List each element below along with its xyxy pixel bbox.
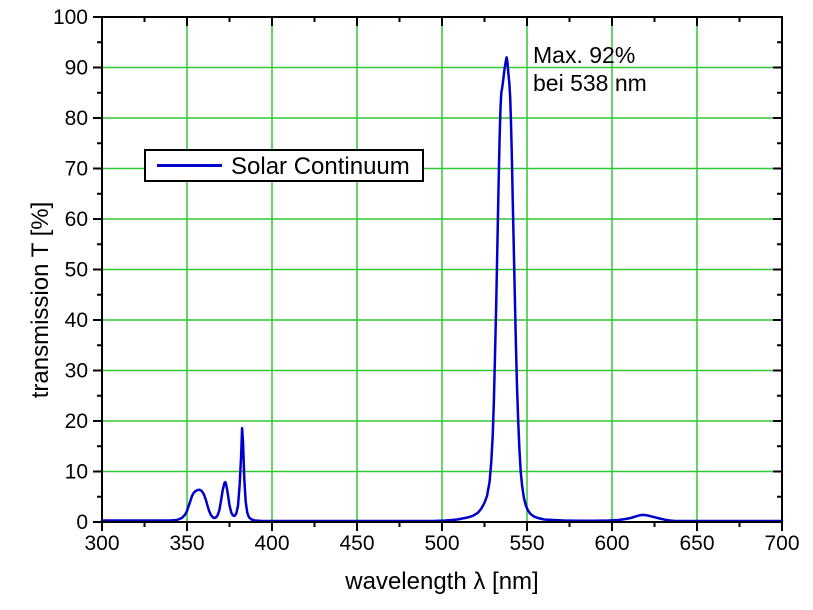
tick-labels: 300 350 400 450 500 550 600 650 700 0 10 20 30 40 50 60…: [53, 6, 800, 555]
y-tick-label: 50: [65, 259, 88, 282]
x-tick-label: 550: [509, 532, 544, 555]
y-tick-label: 100: [53, 6, 88, 29]
annotation-line-1: Max. 92%: [533, 42, 635, 68]
data-curve-layer: [100, 56, 784, 523]
legend: Solar Continuum: [144, 149, 424, 182]
y-tick-label: 70: [65, 158, 88, 181]
x-tick-label: 650: [679, 532, 714, 555]
y-tick-label: 80: [65, 107, 88, 130]
y-tick-label: 30: [65, 360, 88, 383]
y-tick-label: 0: [76, 511, 88, 534]
series-solar-continuum: [100, 56, 784, 523]
annotation-line-2: bei 538 nm: [533, 70, 647, 96]
axis-ticks: [93, 16, 783, 531]
x-tick-label: 300: [84, 532, 119, 555]
x-tick-label: 600: [594, 532, 629, 555]
x-axis-title: wavelength λ [nm]: [344, 568, 538, 595]
y-tick-label: 40: [65, 309, 88, 332]
y-axis-title: transmission T [%]: [27, 202, 54, 399]
x-tick-label: 350: [169, 532, 204, 555]
legend-label: Solar Continuum: [231, 153, 410, 180]
max-annotation: Max. 92% bei 538 nm: [533, 42, 647, 96]
y-tick-label: 20: [65, 410, 88, 433]
y-tick-label: 10: [65, 461, 88, 484]
x-tick-label: 700: [764, 532, 799, 555]
y-tick-label: 90: [65, 57, 88, 80]
x-tick-label: 400: [254, 532, 289, 555]
grid-lines: [102, 17, 782, 522]
x-tick-label: 500: [424, 532, 459, 555]
x-tick-label: 450: [339, 532, 374, 555]
y-tick-label: 60: [65, 208, 88, 231]
